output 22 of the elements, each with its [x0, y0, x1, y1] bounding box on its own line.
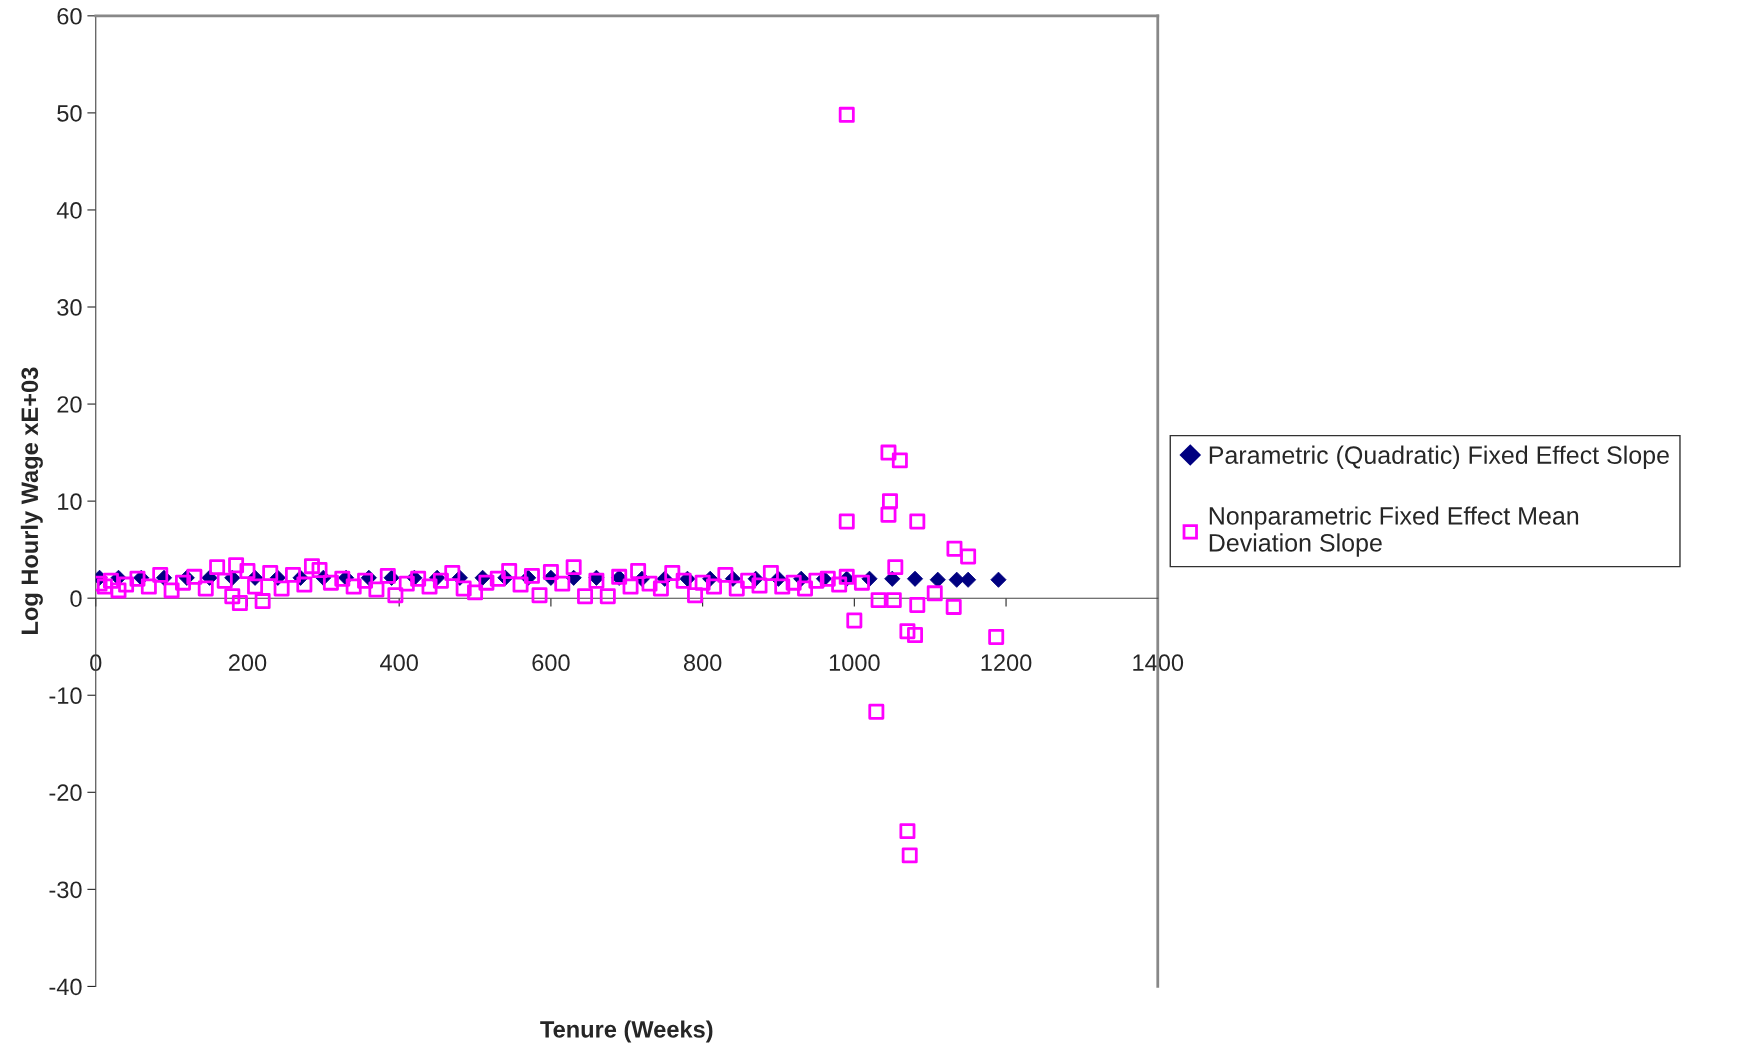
y-tick-label: 0: [70, 590, 82, 607]
x-tick-label: 1400: [1133, 654, 1184, 672]
x-axis-title: Tenure (Weeks): [540, 1020, 713, 1043]
x-tick-label: 400: [380, 654, 418, 672]
y-tick-label: 30: [57, 299, 82, 316]
legend-label: Nonparametric Fixed Effect Mean Deviation Slope: [1209, 506, 1579, 557]
y-tick-label: 20: [57, 396, 82, 413]
y-tick-label: -10: [49, 687, 82, 705]
y-axis-title: Log Hourly Wage xE+03: [20, 367, 43, 634]
y-tick-label: 10: [58, 493, 82, 510]
x-tick-label: 600: [532, 654, 570, 672]
y-tick-label: 50: [57, 104, 82, 122]
y-tick-label: 40: [56, 202, 82, 219]
y-tick-label: 60: [57, 7, 82, 25]
y-tick-label: -20: [49, 784, 82, 802]
y-tick-label: -40: [49, 978, 82, 996]
x-tick-label: 800: [683, 654, 722, 672]
y-tick-label: -30: [49, 881, 82, 899]
x-tick-label: 1200: [981, 654, 1032, 672]
x-tick-label: 1000: [829, 654, 880, 672]
x-tick-label: 200: [228, 654, 267, 672]
legend-label: Parametric (Quadratic) Fixed Effect Slope: [1209, 445, 1669, 469]
